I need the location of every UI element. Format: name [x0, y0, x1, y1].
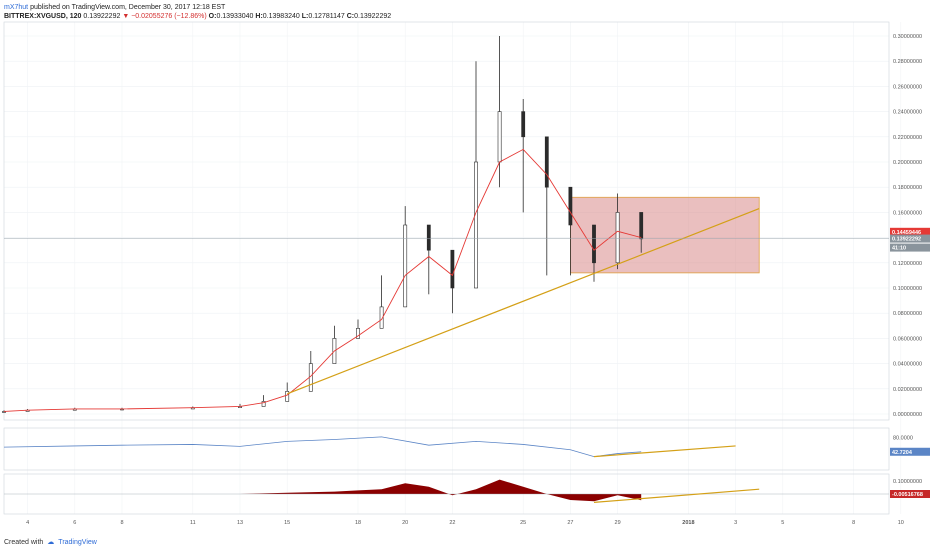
- time-tick-label: 13: [237, 520, 243, 526]
- tradingview-logo-icon: ☁: [47, 539, 55, 546]
- candle-body: [544, 136, 549, 188]
- symbol-line: BITTREX:XVGUSD, 120 0.13922292 ▼ −0.0205…: [4, 13, 392, 20]
- time-tick-label: 10: [898, 520, 904, 526]
- low-value: 0.12781147: [308, 13, 345, 20]
- price-tick-label: 0.12000000: [893, 261, 922, 267]
- chart-header: mX7hut published on TradingView.com, Dec…: [4, 3, 391, 21]
- candle-body: [592, 224, 596, 264]
- time-tick-label: 22: [449, 520, 455, 526]
- candle-body: [615, 212, 620, 264]
- price-red-label-bg: [890, 227, 930, 236]
- price-tick-label: 0.06000000: [893, 336, 922, 342]
- price-tick-label: 0.24000000: [893, 110, 922, 116]
- price-grey-label: 0.13922292: [892, 237, 921, 243]
- pane-border-1: [3, 427, 890, 471]
- candle-body: [521, 111, 526, 138]
- publish-info: published on TradingView.com, December 3…: [30, 4, 226, 11]
- macd-trendline[interactable]: [593, 488, 760, 503]
- price-tick-label: 0.28000000: [893, 59, 922, 65]
- candle-body: [639, 212, 644, 240]
- time-tick-label: 20: [402, 520, 408, 526]
- footer: Created with ☁ TradingView: [4, 538, 97, 547]
- open-value: 0.13933040: [216, 13, 254, 20]
- rsi-value-label: 42.7204: [892, 450, 913, 456]
- time-tick-label: 18: [355, 520, 361, 526]
- price-tick-label: 0.18000000: [893, 185, 922, 191]
- price-tick-label: 0.10000000: [893, 286, 922, 292]
- time-tick-label: 29: [615, 520, 621, 526]
- rsi-trendline[interactable]: [593, 445, 736, 458]
- candle-body: [568, 186, 573, 226]
- price-tick-label: 0.04000000: [893, 362, 922, 368]
- publish-line: mX7hut published on TradingView.com, Dec…: [4, 3, 391, 12]
- time-tick-label: 15: [284, 520, 290, 526]
- symbol-label: BITTREX:XVGUSD, 120: [4, 13, 82, 20]
- moving-average-line: [3, 148, 642, 412]
- candle-body: [285, 391, 290, 402]
- time-tick-label: 27: [567, 520, 573, 526]
- last-price: 0.13922292: [83, 13, 121, 20]
- consolidation-box[interactable]: [570, 196, 760, 274]
- time-tick-label: 8: [120, 520, 123, 526]
- price-tick-label: 0.08000000: [893, 311, 922, 317]
- candle-body: [261, 401, 266, 407]
- price-tick-label: 0.00000000: [893, 412, 922, 418]
- pane-border-0: [3, 21, 890, 421]
- close-value: 0.13922292: [354, 13, 392, 20]
- author-link[interactable]: mX7hut: [4, 4, 29, 11]
- price-grey-label-bg: [890, 234, 930, 243]
- rsi-tick-label: 80.0000: [893, 436, 913, 442]
- time-tick-label: 4: [26, 520, 29, 526]
- time-tick-label: 25: [520, 520, 526, 526]
- candle-body: [497, 111, 502, 163]
- high-value: 0.13983240: [262, 13, 300, 20]
- price-tick-label: 0.22000000: [893, 135, 922, 141]
- time-tick-label: 8: [852, 520, 855, 526]
- time-tick-label: 6: [73, 520, 76, 526]
- time-tick-label: 3: [734, 520, 737, 526]
- down-arrow-icon: ▼: [122, 13, 130, 20]
- candle-body: [474, 161, 478, 289]
- candle-body: [450, 249, 455, 289]
- time-tick-label: 11: [190, 520, 196, 526]
- price-tick-label: 0.02000000: [893, 387, 922, 393]
- countdown-label: 41:10: [892, 246, 906, 252]
- price-red-label: 0.14459446: [892, 230, 921, 236]
- time-tick-label: 5: [781, 520, 784, 526]
- rsi-line: [3, 436, 642, 458]
- candle-body: [426, 224, 431, 251]
- time-tick-label: 2018: [682, 520, 694, 526]
- price-change: −0.02055276 (−12.86%): [131, 13, 207, 20]
- macd-value-label-bg: [890, 490, 930, 498]
- candle-body: [356, 328, 360, 339]
- macd-histogram-area: [4, 479, 642, 502]
- price-tick-label: 0.20000000: [893, 160, 922, 166]
- candle-body: [2, 411, 6, 413]
- rsi-value-label-bg: [890, 447, 930, 456]
- support-trendline[interactable]: [286, 208, 760, 395]
- candle-body: [379, 306, 384, 329]
- tradingview-brand[interactable]: TradingView: [58, 538, 97, 546]
- countdown-label-bg: [890, 243, 930, 252]
- macd-value-label: -0.00516768: [892, 492, 923, 498]
- candle-body: [403, 224, 408, 308]
- price-tick-label: 0.30000000: [893, 34, 922, 40]
- price-tick-label: 0.26000000: [893, 84, 922, 90]
- price-tick-label: 0.16000000: [893, 210, 922, 216]
- created-with-text: Created with: [4, 538, 44, 546]
- macd-tick-label: 0.10000000: [893, 479, 922, 485]
